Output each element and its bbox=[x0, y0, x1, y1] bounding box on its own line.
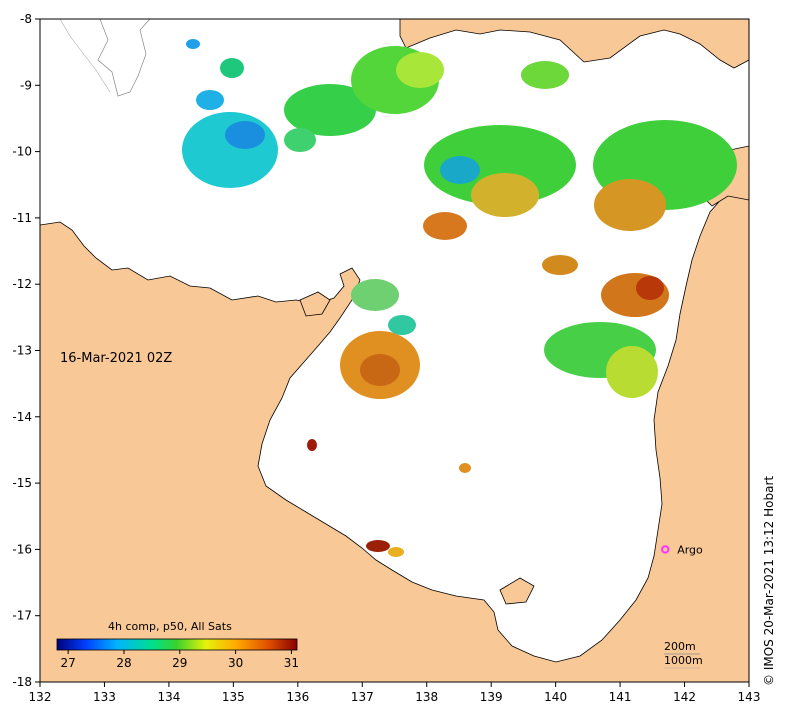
colorbar-tick-label: 27 bbox=[61, 656, 76, 670]
argo-marker: Argo bbox=[661, 543, 703, 556]
colorbar-tick-label: 29 bbox=[172, 656, 187, 670]
x-tick-label: 143 bbox=[738, 690, 761, 704]
y-axis: -8 -9 -10 -11 -12 -13 -14 -15 -16 -17 -18 bbox=[12, 12, 40, 689]
bathymetry-1000m bbox=[59, 19, 111, 93]
timestamp-label: 16-Mar-2021 02Z bbox=[60, 351, 172, 366]
sst-patches bbox=[182, 39, 737, 557]
y-tick-label: -13 bbox=[12, 344, 32, 358]
colorbar-tick-label: 28 bbox=[116, 656, 131, 670]
x-tick-label: 142 bbox=[673, 690, 696, 704]
land-wellesley-islands bbox=[499, 577, 535, 605]
argo-label: Argo bbox=[677, 543, 703, 556]
x-tick-label: 134 bbox=[157, 690, 180, 704]
x-axis: 132 133 134 135 136 137 138 139 140 141 142 143 bbox=[29, 682, 761, 704]
x-tick-label: 136 bbox=[286, 690, 309, 704]
land-groote-island bbox=[299, 291, 331, 317]
y-tick-label: -10 bbox=[12, 145, 32, 159]
bathymetry-200m bbox=[97, 19, 151, 97]
y-tick-label: -11 bbox=[12, 211, 32, 225]
colorbar-title: 4h comp, p50, All Sats bbox=[108, 620, 232, 633]
land-northern-territory bbox=[40, 189, 749, 682]
x-tick-label: 141 bbox=[609, 690, 632, 704]
colorbar bbox=[56, 638, 298, 651]
y-tick-label: -15 bbox=[12, 476, 32, 490]
colorbar-tick-label: 30 bbox=[228, 656, 243, 670]
y-tick-label: -18 bbox=[12, 675, 32, 689]
y-tick-label: -17 bbox=[12, 609, 32, 623]
x-tick-label: 138 bbox=[415, 690, 438, 704]
depth-legend-200m: 200m bbox=[664, 640, 696, 653]
x-tick-label: 139 bbox=[480, 690, 503, 704]
argo-icon bbox=[661, 545, 670, 554]
land-cape-york-north bbox=[399, 19, 749, 69]
credit-label: © IMOS 20-Mar-2021 13:12 Hobart bbox=[762, 475, 776, 686]
x-tick-label: 137 bbox=[351, 690, 374, 704]
y-tick-label: -8 bbox=[20, 12, 32, 26]
y-tick-label: -9 bbox=[20, 78, 32, 92]
x-tick-label: 135 bbox=[222, 690, 245, 704]
x-tick-label: 132 bbox=[29, 690, 52, 704]
y-tick-label: -14 bbox=[12, 410, 32, 424]
depth-legend-1000m: 1000m bbox=[664, 654, 703, 667]
colorbar-ticks: 27 28 29 30 31 bbox=[61, 650, 299, 670]
x-tick-label: 140 bbox=[544, 690, 567, 704]
y-tick-label: -12 bbox=[12, 277, 32, 291]
x-tick-label: 133 bbox=[93, 690, 116, 704]
colorbar-tick-label: 31 bbox=[284, 656, 299, 670]
y-tick-label: -16 bbox=[12, 542, 32, 556]
